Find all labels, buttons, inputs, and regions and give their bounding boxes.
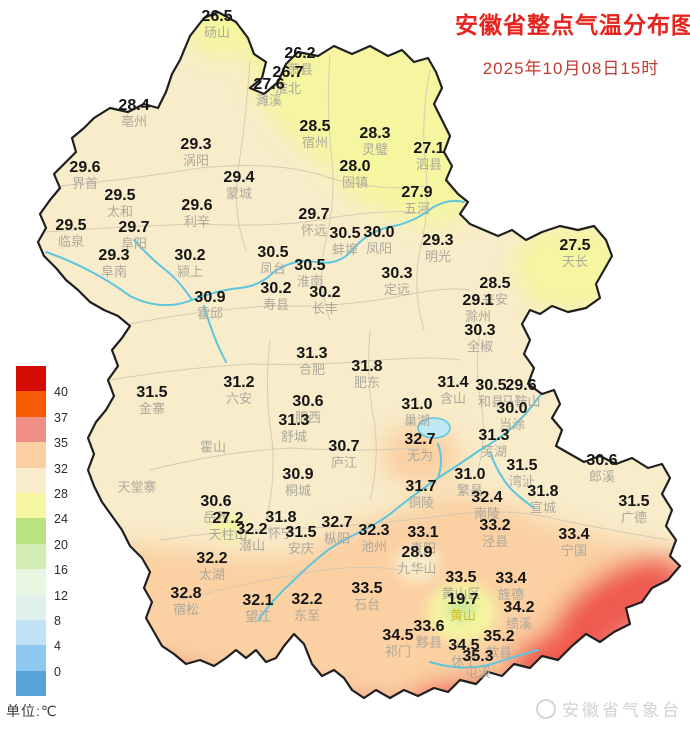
chaohu-lake [417,417,451,439]
legend-tick: 16 [54,563,68,578]
legend-band: 28 [16,467,68,501]
county-borders [44,54,669,601]
legend-band: 12 [16,569,68,603]
legend-band: 37 [16,391,68,425]
legend-band: 0 [16,645,61,679]
legend-tick: 35 [54,436,68,451]
xinan-river [429,649,539,669]
legend-tick: 28 [54,486,68,501]
legend-band: 4 [16,619,61,653]
legend-tick: 32 [54,461,68,476]
legend-band: 16 [16,543,68,577]
legend-tick: 4 [54,639,61,654]
pi-river [203,305,227,363]
legend-tick: 24 [54,512,68,527]
legend-bar: 40 37 35 32 28 24 20 16 12 8 4 0 [16,366,68,697]
legend-band: 32 [16,442,68,476]
yangtze-river [257,389,551,621]
legend-band: 20 [16,518,68,552]
watermark: 安徽省气象台 [536,696,682,721]
legend-band: 24 [16,492,68,526]
meteorological-logo-icon [536,698,556,719]
legend-tick: 8 [54,613,61,628]
legend-band: 40 [16,366,68,399]
legend-unit-label: 单位:℃ [6,703,58,719]
map-title: 安徽省整点气温分布图 [455,12,690,38]
map-header: 安徽省整点气温分布图 2025年10月08日15时 [455,6,690,79]
legend-band: 35 [16,416,68,450]
qingyi-river [489,451,535,509]
rivers [45,199,591,669]
map-datetime: 2025年10月08日15时 [482,59,660,78]
legend-tick: 40 [54,385,68,400]
legend-tick: 0 [54,664,61,679]
legend-band [16,670,46,697]
legend-tick: 20 [54,537,68,552]
yuxi-river [437,443,442,479]
shijiu-lake [565,427,591,445]
ying-river [133,239,193,301]
legend-tick: 12 [54,588,68,603]
legend-tick: 37 [54,410,68,425]
watermark-text: 安徽省气象台 [562,701,682,720]
huai-river [45,199,465,307]
legend-band: 8 [16,594,61,628]
